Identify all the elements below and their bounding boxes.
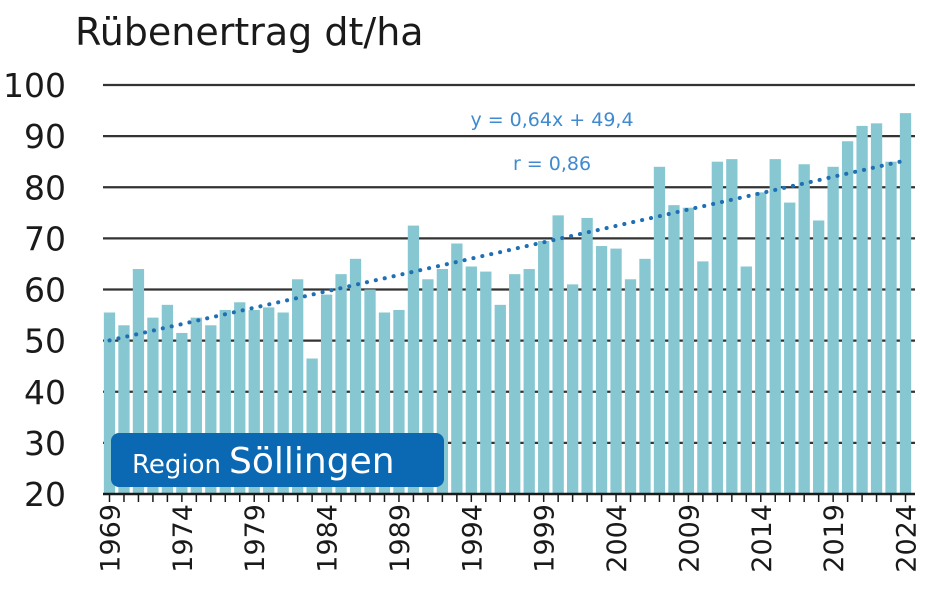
bar-1992: [436, 269, 449, 494]
x-tick-label-2014: 2014: [747, 504, 778, 573]
region-badge: Region Söllingen: [111, 433, 444, 487]
x-axis-tick-marks: [108, 494, 907, 502]
bar-2014: [755, 192, 767, 495]
bar-1993: [451, 243, 463, 494]
bar-2015: [769, 159, 781, 494]
y-tick-label-70: 70: [24, 219, 66, 258]
bar-1987: [364, 289, 376, 494]
bar-1973: [161, 304, 174, 494]
bar-2012: [726, 159, 738, 494]
trend-r-value: r = 0,86: [513, 153, 591, 175]
bar-2010: [697, 261, 709, 494]
bar-1980: [263, 307, 275, 494]
bar-2002: [581, 217, 593, 495]
y-tick-label-90: 90: [24, 117, 66, 156]
y-tick-label-50: 50: [24, 322, 66, 361]
bar-1985: [335, 274, 347, 494]
y-tick-label-80: 80: [24, 168, 66, 207]
x-tick-label-1999: 1999: [530, 504, 561, 573]
bar-2005: [624, 279, 637, 494]
bar-2013: [740, 266, 752, 494]
bar-2020: [841, 141, 854, 495]
x-tick-label-1989: 1989: [385, 504, 416, 573]
bar-2007: [653, 166, 666, 495]
bar-1975: [190, 317, 202, 494]
y-tick-label-30: 30: [24, 424, 66, 463]
region-badge-background: [111, 433, 444, 487]
bar-1999: [538, 240, 550, 494]
x-tick-label-2019: 2019: [819, 504, 850, 573]
bar-1996: [494, 304, 506, 494]
x-tick-label-2024: 2024: [892, 504, 923, 573]
bar-2004: [610, 248, 622, 494]
x-tick-label-1984: 1984: [313, 504, 344, 573]
bar-1970: [118, 325, 130, 494]
trend-equation: y = 0,64x + 49,4: [470, 109, 633, 131]
bar-2009: [682, 207, 695, 494]
bar-1995: [480, 271, 492, 494]
bar-2008: [668, 205, 680, 495]
bar-1974: [176, 332, 188, 494]
bar-1983: [306, 358, 318, 494]
trendline: [107, 158, 908, 343]
bar-1990: [407, 225, 420, 494]
y-tick-label-40: 40: [24, 373, 66, 412]
bar-1989: [393, 309, 405, 494]
x-tick-label-2009: 2009: [674, 504, 705, 573]
bar-2003: [595, 246, 608, 494]
bar-2016: [784, 202, 796, 494]
bar-1988: [378, 312, 391, 494]
region-badge-prefix: Region: [132, 450, 221, 480]
region-badge-text: Region Söllingen: [132, 441, 395, 482]
bar-2022: [870, 123, 883, 494]
x-tick-label-1994: 1994: [457, 504, 488, 573]
y-axis-tick-labels: 20 30 40 50 60 70 80 90 100: [3, 66, 66, 514]
bar-1972: [147, 317, 159, 494]
bar-1991: [422, 279, 434, 494]
bar-2018: [813, 220, 825, 494]
bars: [103, 113, 912, 495]
bar-1978: [234, 302, 246, 494]
bar-2006: [639, 258, 651, 494]
chart-title: Rübenertrag dt/ha: [75, 10, 424, 54]
bar-2024: [899, 113, 912, 495]
bar-1982: [292, 279, 304, 494]
x-tick-label-1969: 1969: [96, 504, 127, 573]
bar-1976: [205, 325, 217, 494]
bar-1997: [509, 274, 521, 494]
bar-1979: [248, 309, 260, 494]
bar-1984: [320, 294, 333, 494]
bar-2000: [552, 215, 564, 494]
y-tick-label-100: 100: [3, 66, 66, 105]
bar-1994: [465, 266, 477, 494]
x-axis-tick-labels: 1969 1974 1979 1984 1989 1994 1999 2004 2009 2014…: [96, 504, 923, 573]
y-tick-label-20: 20: [24, 475, 66, 514]
region-badge-name: Söllingen: [229, 441, 395, 482]
bar-1981: [277, 312, 289, 494]
x-tick-label-1974: 1974: [168, 504, 199, 573]
bar-2019: [827, 166, 839, 495]
bar-2023: [885, 161, 897, 494]
x-tick-label-2004: 2004: [602, 504, 633, 573]
bar-2011: [711, 161, 723, 494]
bar-1977: [219, 309, 231, 494]
bar-2001: [566, 284, 579, 494]
y-tick-label-60: 60: [24, 271, 66, 310]
bar-1971: [132, 269, 145, 494]
x-tick-label-1979: 1979: [240, 504, 271, 573]
bar-2017: [798, 164, 810, 494]
bar-1986: [349, 258, 362, 494]
bar-1998: [523, 269, 535, 494]
bar-2021: [856, 125, 868, 495]
bar-1969: [103, 312, 116, 494]
